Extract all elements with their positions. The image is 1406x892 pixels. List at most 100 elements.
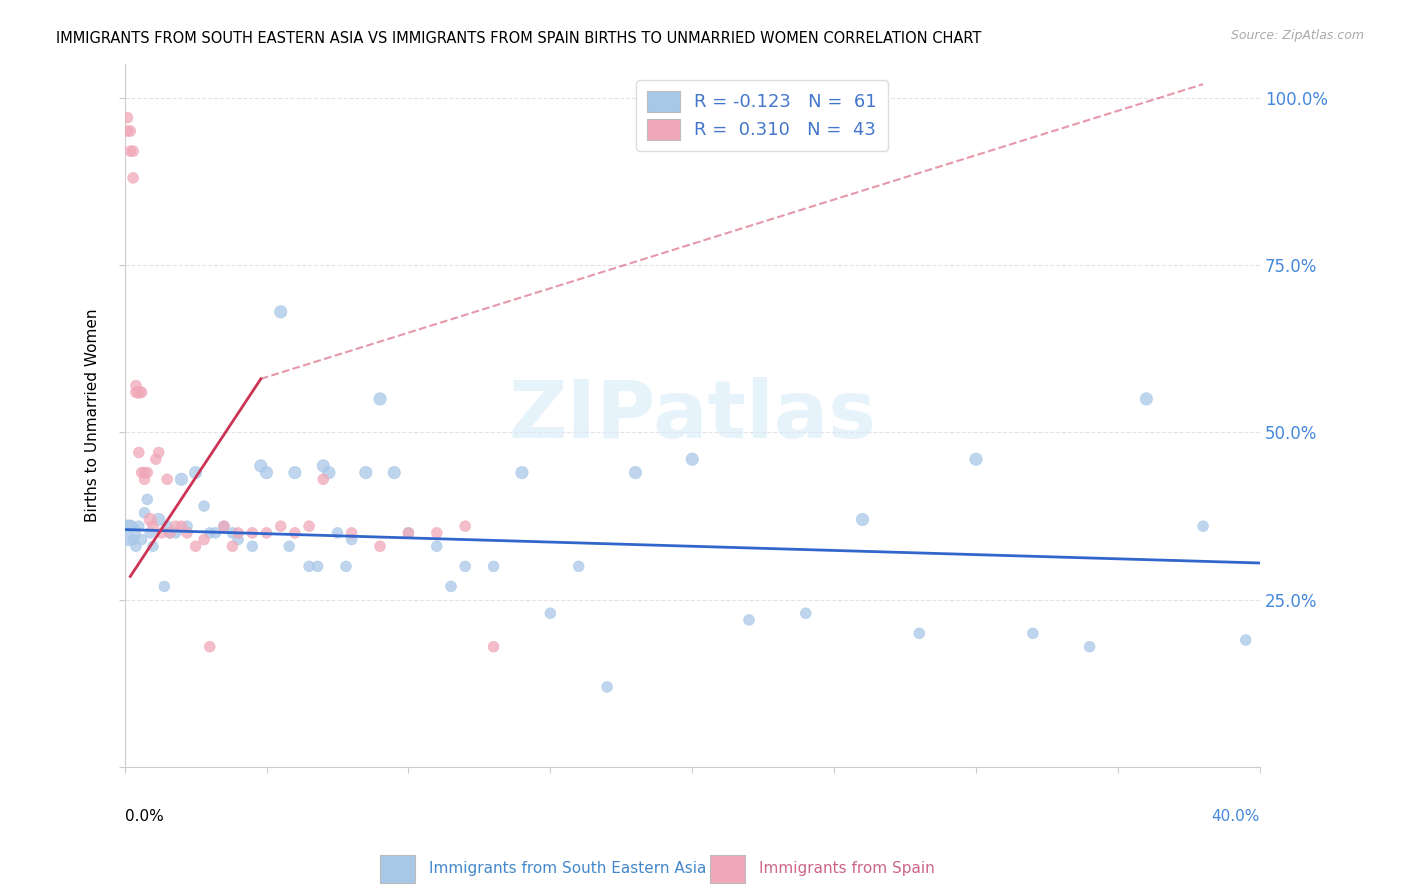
Point: [738, 613, 761, 627]
Point: [340, 533, 363, 547]
Point: [125, 378, 148, 392]
Point: [159, 525, 181, 540]
Point: [136, 492, 159, 507]
Point: [128, 445, 150, 459]
Point: [226, 525, 249, 540]
Point: [198, 525, 221, 540]
Point: [165, 525, 187, 540]
Point: [851, 512, 873, 526]
Point: [212, 519, 235, 533]
Text: Source: ZipAtlas.com: Source: ZipAtlas.com: [1230, 29, 1364, 42]
Point: [794, 606, 817, 620]
Point: [120, 124, 142, 138]
Point: [204, 525, 226, 540]
Point: [396, 525, 419, 540]
Point: [150, 525, 173, 540]
Point: [510, 466, 533, 480]
Point: [538, 606, 561, 620]
Point: [134, 472, 156, 486]
Point: [312, 458, 335, 473]
Point: [1022, 626, 1045, 640]
Point: [396, 525, 419, 540]
Point: [326, 525, 349, 540]
Point: [270, 519, 292, 533]
Point: [312, 472, 335, 486]
Point: [170, 472, 193, 486]
Point: [139, 525, 162, 540]
Point: [128, 519, 150, 533]
Point: [117, 525, 139, 540]
Point: [426, 539, 449, 553]
Point: [120, 144, 142, 158]
Point: [1078, 640, 1101, 654]
Point: [131, 385, 153, 400]
Point: [256, 525, 278, 540]
Point: [368, 392, 391, 406]
Text: ZIPatlas: ZIPatlas: [508, 376, 876, 455]
Point: [226, 533, 249, 547]
Point: [170, 519, 193, 533]
Point: [382, 466, 405, 480]
Point: [142, 519, 165, 533]
Point: [122, 533, 145, 547]
Point: [482, 559, 505, 574]
Point: [965, 452, 987, 467]
Point: [136, 466, 159, 480]
Point: [440, 579, 463, 593]
Point: [454, 559, 477, 574]
Point: [298, 519, 321, 533]
Point: [284, 466, 307, 480]
Point: [131, 466, 153, 480]
Point: [624, 466, 647, 480]
Point: [117, 111, 139, 125]
Point: [193, 499, 215, 513]
Point: [318, 466, 340, 480]
Point: [596, 680, 619, 694]
Text: Immigrants from Spain: Immigrants from Spain: [759, 862, 935, 876]
Point: [142, 539, 165, 553]
Point: [240, 539, 263, 553]
Y-axis label: Births to Unmarried Women: Births to Unmarried Women: [86, 309, 100, 523]
Text: 40.0%: 40.0%: [1212, 809, 1260, 824]
Point: [368, 539, 391, 553]
Point: [176, 525, 198, 540]
Point: [340, 525, 363, 540]
Point: [145, 452, 167, 467]
Point: [193, 533, 215, 547]
Point: [122, 170, 145, 185]
Point: [122, 144, 145, 158]
Point: [298, 559, 321, 574]
Point: [1192, 519, 1215, 533]
Point: [354, 466, 377, 480]
Point: [681, 452, 703, 467]
Point: [117, 124, 139, 138]
Point: [176, 519, 198, 533]
Point: [307, 559, 329, 574]
Point: [250, 458, 273, 473]
Point: [120, 519, 142, 533]
Legend: R = -0.123   N =  61, R =  0.310   N =  43: R = -0.123 N = 61, R = 0.310 N = 43: [637, 80, 887, 151]
Point: [212, 519, 235, 533]
Point: [156, 472, 179, 486]
Point: [1234, 633, 1257, 648]
Point: [165, 519, 187, 533]
Point: [148, 445, 170, 459]
Point: [240, 525, 263, 540]
Point: [184, 466, 207, 480]
Point: [198, 640, 221, 654]
Point: [270, 305, 292, 319]
Point: [128, 385, 150, 400]
Point: [482, 640, 505, 654]
Point: [1135, 392, 1157, 406]
Text: Immigrants from South Eastern Asia: Immigrants from South Eastern Asia: [429, 862, 706, 876]
Point: [426, 525, 449, 540]
Point: [568, 559, 591, 574]
Point: [153, 579, 176, 593]
Point: [278, 539, 301, 553]
Point: [908, 626, 931, 640]
Point: [184, 539, 207, 553]
Point: [256, 466, 278, 480]
Point: [159, 525, 181, 540]
Text: IMMIGRANTS FROM SOUTH EASTERN ASIA VS IMMIGRANTS FROM SPAIN BIRTHS TO UNMARRIED : IMMIGRANTS FROM SOUTH EASTERN ASIA VS IM…: [56, 31, 981, 46]
Point: [134, 466, 156, 480]
